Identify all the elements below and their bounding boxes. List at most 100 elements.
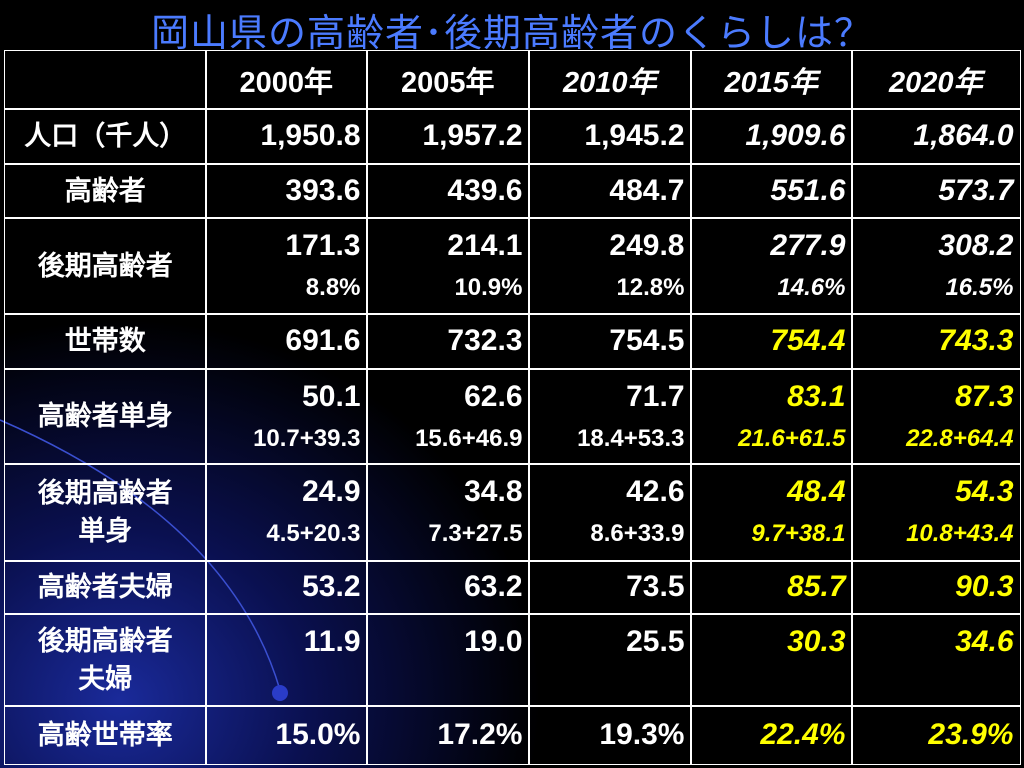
dot [272, 685, 288, 701]
value: 90.3 [955, 570, 1014, 604]
sub-value: 14.6% [777, 274, 846, 301]
sub-value: 7.3+27.5 [428, 520, 523, 547]
value-cell: 484.7 [528, 163, 692, 219]
value-cell: 1,945.2 [528, 108, 692, 165]
value-cell: 50.1 10.7+39.3 [205, 368, 368, 465]
value: 743.3 [938, 324, 1014, 358]
row-label: 高齢者単身 [4, 368, 207, 465]
sub-value: 9.7+38.1 [751, 520, 846, 547]
value: 50.1 [302, 380, 361, 413]
value: 30.3 [787, 625, 846, 658]
value-cell: 34.6 [851, 613, 1021, 707]
value-cell: 24.9 4.5+20.3 [205, 463, 368, 562]
value: 214.1 [447, 229, 523, 262]
value-cell: 1,909.6 [690, 108, 853, 165]
row-label: 後期高齢者 単身 [4, 463, 207, 562]
label-line: 単身 [78, 516, 133, 547]
value-cell: 22.4% [690, 705, 853, 765]
row-label: 高齢世帯率 [4, 705, 207, 765]
label-line: 高齢者単身 [37, 401, 173, 432]
corner-cell [4, 50, 207, 110]
sub-value: 10.9% [454, 274, 523, 301]
value: 34.8 [464, 475, 523, 508]
header-text: 2000年 [239, 66, 333, 99]
value-cell: 439.6 [366, 163, 530, 219]
value: 19.0 [464, 625, 523, 658]
sub-value: 12.8% [616, 274, 685, 301]
header-text: 2010年 [562, 66, 657, 99]
value: 83.1 [787, 380, 846, 413]
row-label: 人口（千人） [4, 108, 207, 165]
value: 1,945.2 [584, 119, 685, 153]
value-cell: 1,957.2 [366, 108, 530, 165]
value-cell: 249.8 12.8% [528, 217, 692, 315]
value: 71.7 [626, 380, 685, 413]
value: 54.3 [955, 475, 1014, 508]
sub-value: 16.5% [945, 274, 1014, 301]
value: 732.3 [447, 324, 523, 358]
value-cell: 214.1 10.9% [366, 217, 530, 315]
value: 171.3 [285, 229, 361, 262]
value: 19.3% [599, 717, 685, 751]
value-cell: 30.3 [690, 613, 853, 707]
value-cell: 743.3 [851, 313, 1021, 370]
value-cell: 171.3 8.8% [205, 217, 368, 315]
value: 87.3 [955, 380, 1014, 413]
value: 393.6 [285, 173, 361, 207]
value: 439.6 [447, 173, 523, 207]
value-cell: 85.7 [690, 560, 853, 615]
value-cell: 53.2 [205, 560, 368, 615]
value-cell: 62.6 15.6+46.9 [366, 368, 530, 465]
row-label: 高齢者夫婦 [4, 560, 207, 615]
value: 85.7 [787, 570, 846, 604]
row-label: 後期高齢者 [4, 217, 207, 315]
value: 15.0% [275, 717, 361, 751]
value: 754.5 [609, 324, 685, 358]
value-cell: 87.3 22.8+64.4 [851, 368, 1021, 465]
value-cell: 19.0 [366, 613, 530, 707]
value: 308.2 [938, 229, 1014, 262]
sub-value: 10.7+39.3 [253, 425, 361, 452]
sub-value: 18.4+53.3 [577, 425, 685, 452]
value-cell: 573.7 [851, 163, 1021, 219]
column-header: 2015年 [690, 50, 853, 110]
value: 53.2 [302, 570, 361, 604]
sub-value: 4.5+20.3 [266, 520, 361, 547]
value-cell: 71.7 18.4+53.3 [528, 368, 692, 465]
sub-value: 15.6+46.9 [415, 425, 523, 452]
value: 62.6 [464, 380, 523, 413]
value-cell: 48.4 9.7+38.1 [690, 463, 853, 562]
value-cell: 732.3 [366, 313, 530, 370]
column-header: 2010年 [528, 50, 692, 110]
sub-value: 8.6+33.9 [590, 520, 685, 547]
row-label: 世帯数 [4, 313, 207, 370]
column-header: 2020年 [851, 50, 1021, 110]
value-cell: 17.2% [366, 705, 530, 765]
value-cell: 691.6 [205, 313, 368, 370]
value: 691.6 [285, 324, 361, 358]
value: 249.8 [609, 229, 685, 262]
arc [0, 419, 281, 691]
value: 34.6 [955, 625, 1014, 658]
value-cell: 551.6 [690, 163, 853, 219]
label-line: 高齢者夫婦 [37, 572, 173, 603]
value-cell: 11.9 [205, 613, 368, 707]
value: 573.7 [938, 173, 1014, 207]
value: 22.4% [760, 717, 846, 751]
column-header: 2000年 [205, 50, 368, 110]
value-cell: 73.5 [528, 560, 692, 615]
header-text: 2005年 [400, 66, 495, 99]
label-line: 後期高齢者 [37, 250, 173, 281]
value: 754.4 [770, 324, 846, 358]
title: 岡山県の高齢者･後期高齢者のくらしは？ [150, 13, 873, 55]
value: 11.9 [303, 625, 361, 658]
label-line: 高齢世帯率 [37, 719, 173, 750]
value-cell: 754.5 [528, 313, 692, 370]
label-line: 後期高齢者 [37, 478, 173, 509]
value-cell: 15.0% [205, 705, 368, 765]
value: 277.9 [770, 229, 846, 262]
value: 63.2 [464, 570, 523, 604]
value-cell: 54.3 10.8+43.4 [851, 463, 1021, 562]
